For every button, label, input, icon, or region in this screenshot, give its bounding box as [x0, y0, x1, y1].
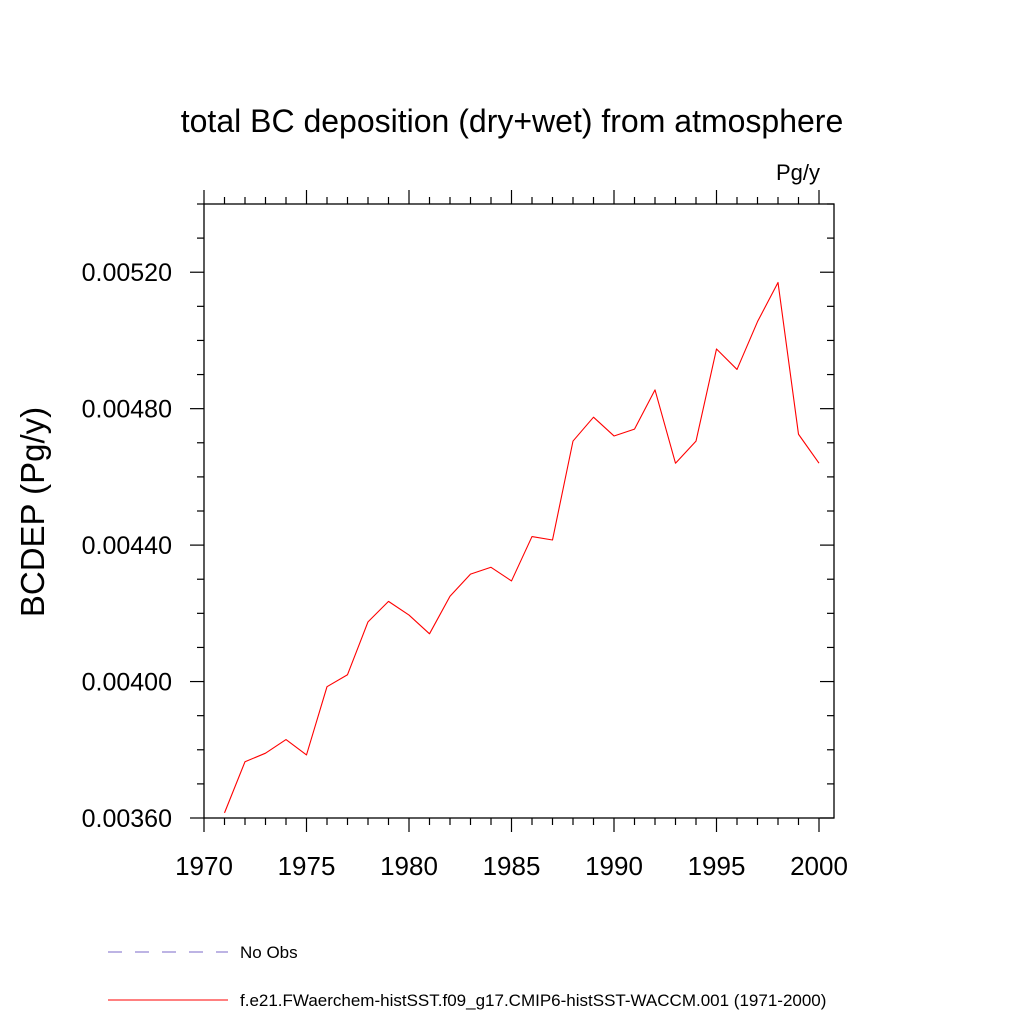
units-label: Pg/y — [776, 160, 820, 185]
x-tick-label: 1975 — [278, 851, 336, 881]
x-tick-label: 1995 — [688, 851, 746, 881]
series-layer — [223, 281, 820, 814]
plot-frame — [203, 203, 835, 819]
y-tick-label: 0.00520 — [82, 259, 172, 287]
legend: No Obs f.e21.FWaerchem-histSST.f09_g17.CM… — [108, 943, 826, 1010]
series-line — [223, 281, 820, 814]
x-tick-label: 1970 — [175, 851, 233, 881]
y-axis-label: BCDEP (Pg/y) — [14, 407, 51, 617]
y-tick-label: 0.00400 — [82, 669, 172, 697]
x-tick-label: 1985 — [483, 851, 541, 881]
y-tick-label: 0.00360 — [82, 805, 172, 833]
legend-label: No Obs — [240, 943, 298, 962]
chart-title: total BC deposition (dry+wet) from atmos… — [181, 103, 844, 139]
x-tick-label: 1980 — [380, 851, 438, 881]
y-tick-label: 0.00440 — [82, 532, 172, 560]
x-tick-label: 1990 — [585, 851, 643, 881]
tick-labels-layer: 1970 1975 1980 1985 1990 1995 2000 0.00360 0.004… — [82, 259, 848, 881]
x-tick-label: 2000 — [790, 851, 848, 881]
y-tick-label: 0.00480 — [82, 396, 172, 424]
ticks-layer — [190, 190, 834, 832]
legend-label: f.e21.FWaerchem-histSST.f09_g17.CMIP6-hi… — [240, 991, 826, 1010]
